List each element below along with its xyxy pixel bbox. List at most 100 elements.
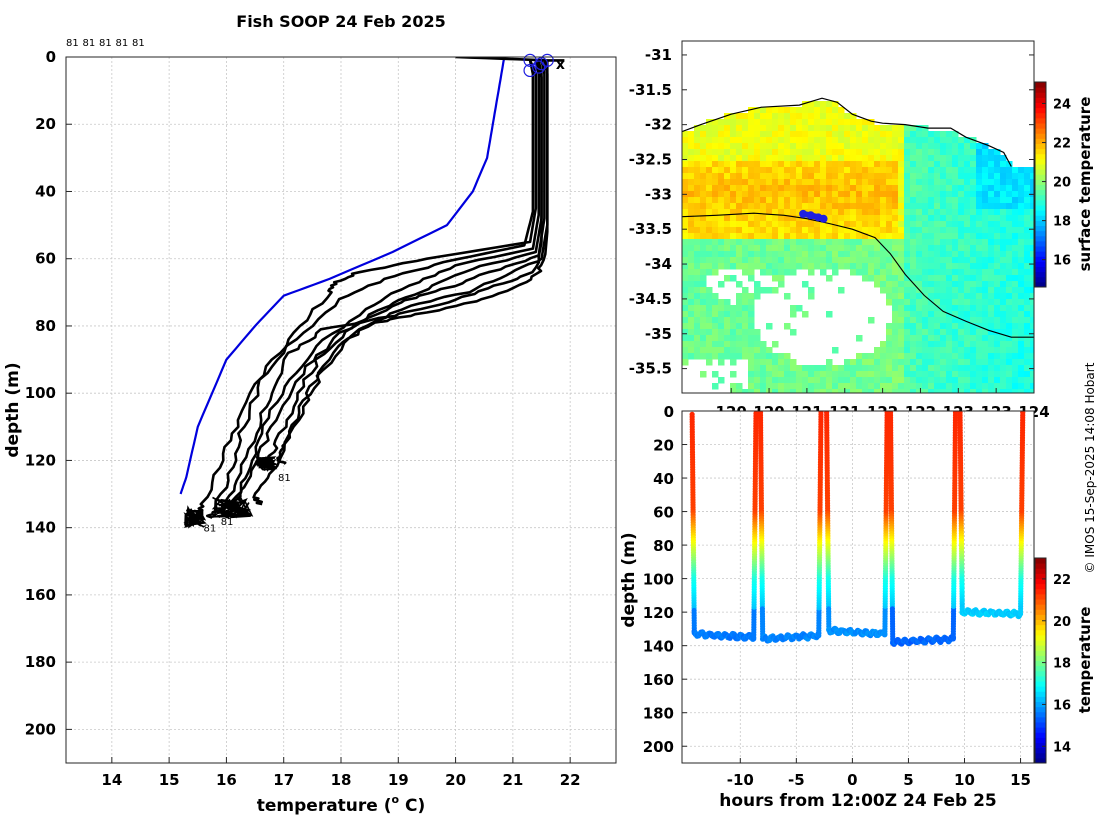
sst-cell (838, 143, 845, 150)
sst-cell (742, 227, 749, 234)
sst-cell (928, 299, 935, 306)
sst-cell (898, 359, 905, 366)
sst-cell (688, 161, 695, 168)
sst-cell (850, 221, 857, 228)
sst-cell (964, 329, 971, 336)
sst-cell (946, 353, 953, 360)
sst-cell (892, 203, 899, 210)
sst-cell (928, 203, 935, 210)
sst-cell (826, 251, 833, 258)
sst-cell (736, 155, 743, 162)
ts-y-tick-label: 200 (643, 738, 674, 756)
sst-cell (1012, 227, 1019, 234)
sst-cell (754, 293, 761, 300)
sst-cell (1006, 167, 1013, 174)
sst-cell (964, 137, 971, 144)
sst-cell (772, 173, 779, 180)
sst-cell (706, 341, 713, 348)
sst-cell (922, 359, 929, 366)
sst-cell (784, 167, 791, 174)
sst-cell (910, 263, 917, 270)
sst-cell (724, 131, 731, 138)
sst-cell (958, 335, 965, 342)
sst-cell (760, 155, 767, 162)
sst-cell (1012, 305, 1019, 312)
sst-cell (760, 167, 767, 174)
sst-cell (850, 167, 857, 174)
sst-cell (922, 263, 929, 270)
sst-cell (1000, 305, 1007, 312)
sst-cell (910, 281, 917, 288)
sst-cell (1000, 323, 1007, 330)
sst-cell (940, 137, 947, 144)
sst-cell (736, 215, 743, 222)
sst-cell (724, 143, 731, 150)
sst-cell (874, 149, 881, 156)
sst-cell (892, 167, 899, 174)
sst-cell (868, 317, 875, 324)
sst-cell (802, 161, 809, 168)
sst-cell (760, 245, 767, 252)
sst-cell (958, 167, 965, 174)
sst-cell (910, 227, 917, 234)
sst-cell (994, 335, 1001, 342)
sst-cell (712, 137, 719, 144)
sst-cell (736, 305, 743, 312)
sst-cell (934, 281, 941, 288)
sst-cell (814, 203, 821, 210)
sst-cell (730, 257, 737, 264)
sst-cell (742, 131, 749, 138)
sst-cell (898, 203, 905, 210)
profiles-x-label-part-a: temperature ( (257, 796, 392, 816)
map-y-tick-label: -34 (645, 255, 672, 273)
sst-cell (826, 377, 833, 384)
sst-cell (1018, 275, 1025, 282)
sst-cell (880, 233, 887, 240)
y-tick-label: 120 (25, 451, 56, 469)
sst-cell (874, 281, 881, 288)
sst-cell (898, 137, 905, 144)
sst-cell (1006, 353, 1013, 360)
sst-cell (730, 215, 737, 222)
sst-cell (850, 119, 857, 126)
sst-cell (874, 143, 881, 150)
sst-cell (868, 353, 875, 360)
sst-cell (916, 359, 923, 366)
sst-cell (814, 257, 821, 264)
sst-cell (874, 209, 881, 216)
sst-cell (886, 371, 893, 378)
sst-cell (1024, 221, 1031, 228)
sst-cell (1030, 251, 1034, 258)
sst-cell (868, 239, 875, 246)
ts-y-tick-label: 40 (653, 470, 674, 488)
sst-cell (706, 299, 713, 306)
sst-cell (910, 311, 917, 318)
sst-cell (916, 311, 923, 318)
sst-cell (976, 239, 983, 246)
sst-cell (700, 263, 707, 270)
sst-cell (1018, 281, 1025, 288)
sst-cell (928, 311, 935, 318)
sst-cell (820, 191, 827, 198)
sst-cell (1012, 251, 1019, 258)
sst-cell (886, 377, 893, 384)
sst-cell (892, 335, 899, 342)
sst-cell (718, 179, 725, 186)
sst-cell (880, 203, 887, 210)
ts-colorbar-segment (1035, 624, 1046, 631)
sst-cell (778, 359, 785, 366)
sst-cell (832, 389, 839, 393)
sst-cell (748, 341, 755, 348)
sst-cell (958, 251, 965, 258)
sst-cell (832, 107, 839, 114)
sst-cell (1012, 191, 1019, 198)
sst-cell (700, 233, 707, 240)
sst-cell (910, 131, 917, 138)
ts-colorbar-segment (1035, 732, 1046, 738)
sst-cell (790, 203, 797, 210)
sst-cell (736, 179, 743, 186)
sst-cell (682, 209, 689, 216)
sst-cell (916, 335, 923, 342)
sst-cell (1000, 221, 1007, 228)
sst-cell (1000, 317, 1007, 324)
